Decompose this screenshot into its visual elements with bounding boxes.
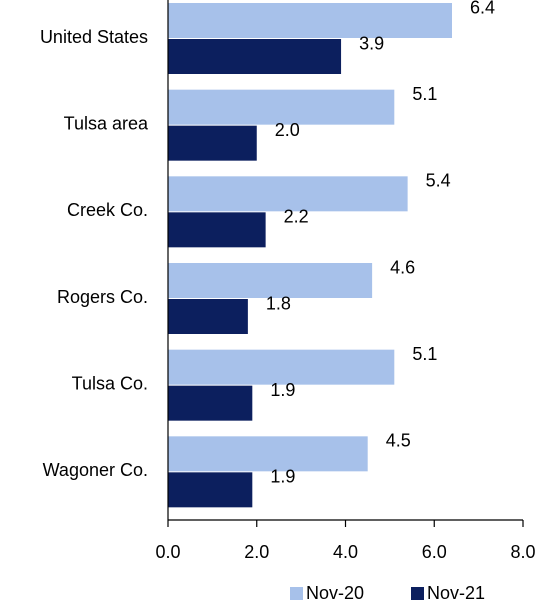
category-label: Tulsa Co. xyxy=(72,373,148,393)
value-label: 5.1 xyxy=(412,84,437,104)
value-label: 3.9 xyxy=(359,33,384,53)
x-tick-label: 0.0 xyxy=(155,542,180,562)
bar xyxy=(168,176,408,212)
category-label: Tulsa area xyxy=(64,113,149,133)
x-tick-label: 8.0 xyxy=(510,542,535,562)
value-label: 1.9 xyxy=(270,467,295,487)
legend-swatch xyxy=(290,587,303,600)
value-label: 5.4 xyxy=(426,171,451,191)
x-tick-label: 4.0 xyxy=(333,542,358,562)
bar xyxy=(168,3,452,38)
category-label: Wagoner Co. xyxy=(43,460,148,480)
value-label: 4.5 xyxy=(386,431,411,451)
category-label: Rogers Co. xyxy=(57,287,148,307)
legend-label: Nov-20 xyxy=(306,583,364,603)
bar xyxy=(168,436,368,472)
bar xyxy=(168,263,373,298)
legend-label: Nov-21 xyxy=(427,583,485,603)
x-tick-label: 6.0 xyxy=(422,542,447,562)
x-tick-label: 2.0 xyxy=(244,542,269,562)
value-label: 2.0 xyxy=(275,120,300,140)
bar xyxy=(168,212,266,248)
category-label: Creek Co. xyxy=(67,200,148,220)
value-label: 4.6 xyxy=(390,257,415,277)
value-label: 5.1 xyxy=(412,344,437,364)
bar xyxy=(168,385,253,421)
bar xyxy=(168,39,342,74)
value-label: 2.2 xyxy=(284,207,309,227)
bar xyxy=(168,125,257,161)
bar xyxy=(168,349,395,385)
bar xyxy=(168,472,253,508)
value-label: 1.9 xyxy=(270,380,295,400)
value-label: 6.4 xyxy=(470,0,495,17)
value-label: 1.8 xyxy=(266,293,291,313)
category-label: United States xyxy=(40,27,148,47)
bar xyxy=(168,89,395,125)
legend-swatch xyxy=(411,587,424,600)
bar xyxy=(168,299,248,334)
